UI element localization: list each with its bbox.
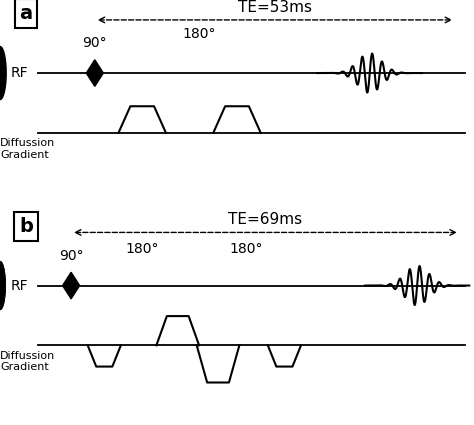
Text: RF: RF [11,66,28,80]
Polygon shape [0,46,6,99]
Polygon shape [86,60,103,86]
Polygon shape [0,262,5,309]
Text: TE=69ms: TE=69ms [228,212,302,227]
Text: 90°: 90° [59,249,83,263]
Polygon shape [63,272,80,299]
Text: b: b [19,217,33,236]
Text: 180°: 180° [182,27,216,41]
Text: a: a [19,4,33,23]
Text: Diffussion
Gradient: Diffussion Gradient [0,138,55,160]
Text: RF: RF [11,278,28,292]
Text: 180°: 180° [126,242,159,256]
Text: 180°: 180° [230,242,263,256]
Text: Diffussion
Gradient: Diffussion Gradient [0,351,55,372]
Text: 90°: 90° [82,37,107,51]
Text: TE=53ms: TE=53ms [238,0,312,14]
Polygon shape [0,262,5,309]
